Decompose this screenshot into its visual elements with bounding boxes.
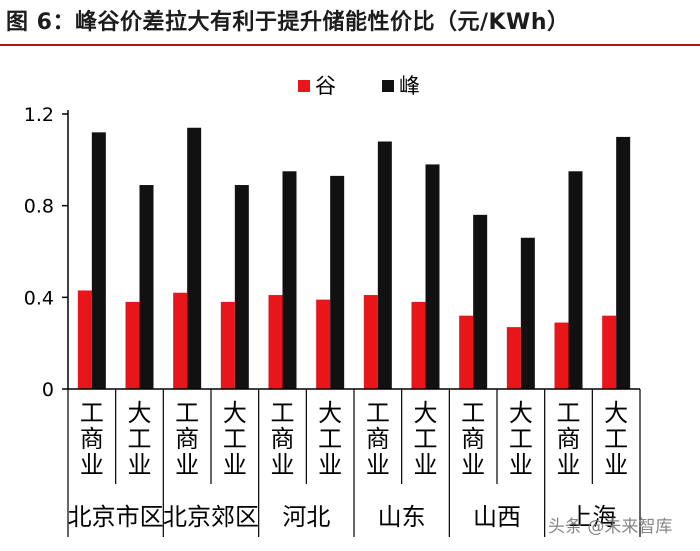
x-category-label: 工商业 (175, 399, 199, 479)
watermark-text: 头条 @未来智库 (548, 517, 673, 537)
x-axis: 工商业大工业工商业大工业工商业大工业工商业大工业工商业大工业工商业大工业北京市区… (67, 388, 641, 537)
bar-valley (268, 295, 283, 389)
x-category-label: 大工业 (509, 399, 533, 479)
y-tick-label: 0 (42, 379, 54, 401)
y-tick-label: 0.4 (24, 287, 54, 309)
x-category-label: 工商业 (80, 399, 104, 479)
bar-peak (377, 141, 392, 389)
x-group-label: 河北 (282, 503, 330, 531)
bar-valley (411, 301, 426, 389)
x-category-label: 大工业 (223, 399, 247, 479)
title-underline (0, 44, 700, 46)
y-tick-label: 1.2 (24, 104, 54, 126)
x-group-label: 山东 (378, 503, 426, 531)
bar-valley (220, 301, 235, 389)
bar-peak (520, 237, 535, 389)
x-category-label: 工商业 (557, 399, 581, 479)
bar-valley (363, 295, 378, 389)
bar-valley (506, 327, 521, 389)
x-category-label: 工商业 (461, 399, 485, 479)
x-group-label: 北京郊区 (163, 503, 259, 531)
x-group-label: 北京市区 (68, 503, 164, 531)
bar-peak (568, 171, 583, 389)
x-category-label: 大工业 (128, 399, 152, 479)
bar-peak (187, 127, 202, 389)
bar-valley (77, 290, 92, 389)
bar-peak (616, 136, 631, 389)
bar-peak (425, 164, 440, 389)
bar-valley (602, 315, 617, 389)
legend-label-valley: 谷 (315, 74, 336, 98)
x-category-label: 大工业 (318, 399, 342, 479)
bar-peak (139, 185, 154, 389)
legend-swatch-peak (382, 80, 394, 92)
bar-peak (282, 171, 297, 389)
bar-valley (125, 301, 140, 389)
bar-valley (316, 299, 331, 389)
legend-label-peak: 峰 (399, 74, 420, 98)
x-category-label: 大工业 (604, 399, 628, 479)
bar-peak (330, 175, 345, 389)
chart-bars (77, 127, 631, 390)
bar-valley (173, 292, 188, 389)
figure-title: 图 6：峰谷价差拉大有利于提升储能性价比（元/KWh） (6, 10, 570, 35)
bar-valley (459, 315, 474, 389)
legend-swatch-valley (298, 80, 310, 92)
bar-peak (473, 214, 488, 389)
bar-peak (234, 185, 249, 389)
x-category-label: 工商业 (366, 399, 390, 479)
x-category-label: 大工业 (414, 399, 438, 479)
x-category-label: 工商业 (271, 399, 295, 479)
y-tick-label: 0.8 (24, 196, 54, 218)
x-group-label: 上海 (568, 503, 616, 531)
bar-valley (554, 322, 569, 389)
y-axis: 0 0.4 0.8 1.2 (24, 104, 69, 401)
bar-peak (91, 132, 106, 390)
x-group-label: 山西 (473, 503, 521, 531)
chart-legend: 谷峰 (298, 74, 420, 98)
